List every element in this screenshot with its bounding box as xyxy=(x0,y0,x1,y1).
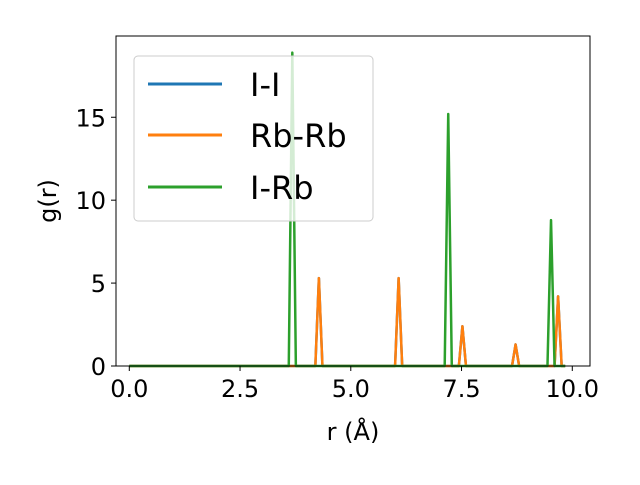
x-tick-label: 0.0 xyxy=(110,375,148,403)
legend-label-i-i: I-I xyxy=(250,66,280,104)
y-tick-label: 15 xyxy=(75,104,106,132)
y-tick-label: 0 xyxy=(91,353,106,381)
x-axis-label: r (Å) xyxy=(327,417,380,446)
x-tick-label: 5.0 xyxy=(332,375,370,403)
legend-label-i-rb: I-Rb xyxy=(250,169,314,207)
series-line-i-i xyxy=(129,276,566,368)
y-ticks: 0 5 10 15 xyxy=(75,104,116,381)
y-tick-label: 5 xyxy=(91,270,106,298)
plot-frame xyxy=(115,35,591,367)
legend-frame xyxy=(133,55,374,222)
legend-label-rb-rb: Rb-Rb xyxy=(250,117,347,155)
x-tick-label: 2.5 xyxy=(221,375,259,403)
x-tick-label: 10.0 xyxy=(546,375,599,403)
x-ticks: 0.0 2.5 5.0 7.5 10.0 xyxy=(110,366,599,403)
series-line-rb-rb xyxy=(129,276,566,368)
x-tick-label: 7.5 xyxy=(442,375,480,403)
y-axis-label: g(r) xyxy=(34,179,62,223)
legend: I-I Rb-Rb I-Rb xyxy=(133,55,374,222)
y-tick-label: 10 xyxy=(75,187,106,215)
